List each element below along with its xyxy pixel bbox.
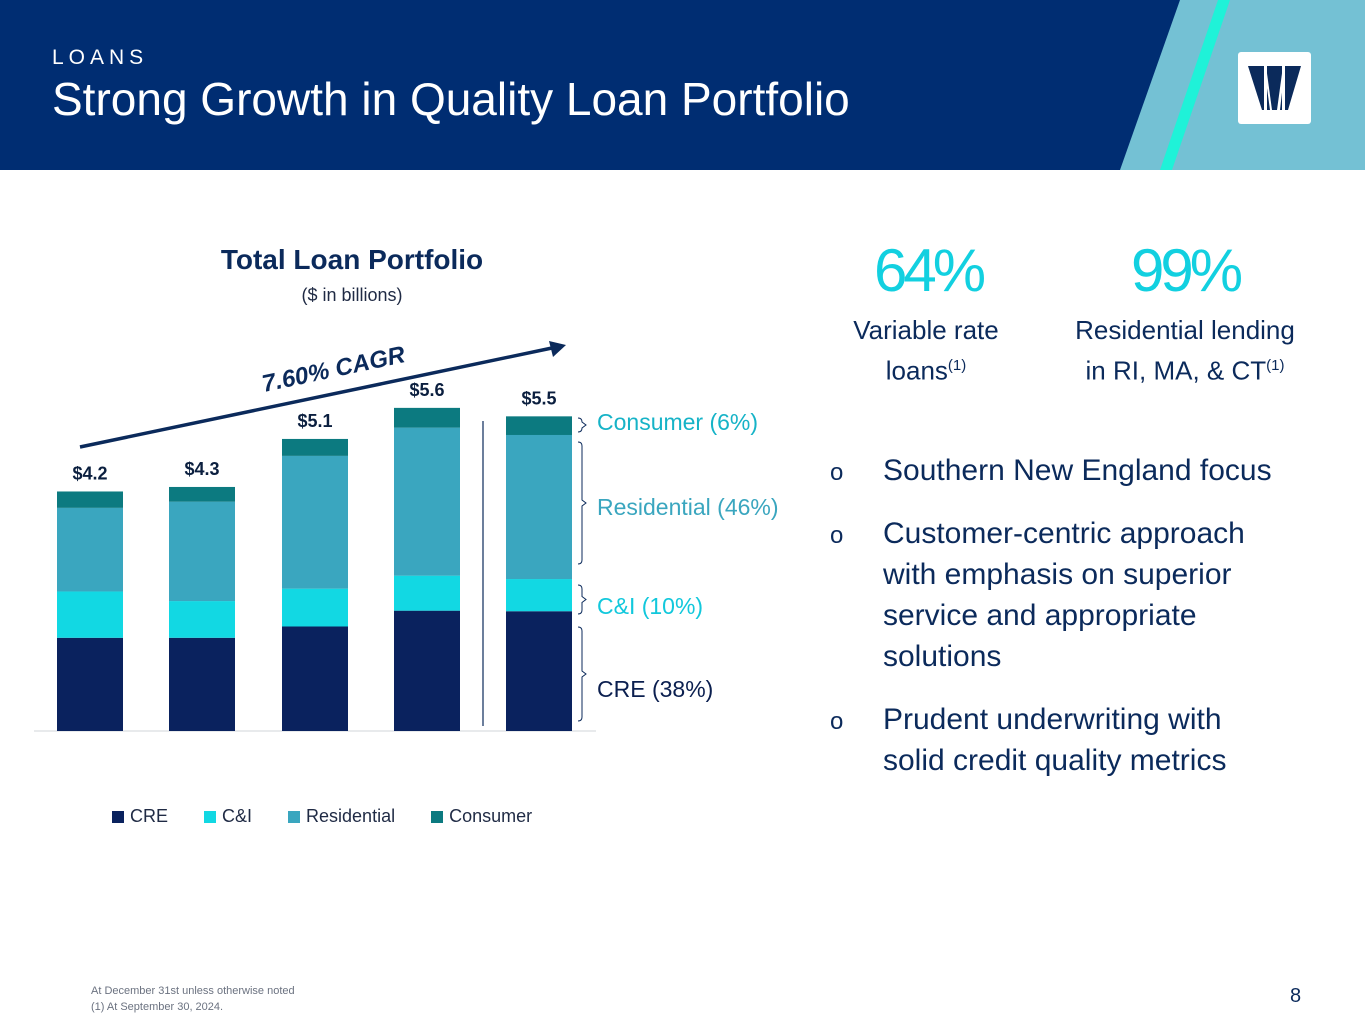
bullet-marker: o — [830, 459, 844, 486]
bar-ci-2023 — [394, 575, 460, 611]
stat-label-line2: in RI, MA, & CT — [1085, 355, 1267, 386]
bar-consumer-2021 — [169, 486, 235, 502]
segment-bracket — [577, 584, 587, 615]
footnote-ref: (1) — [1266, 357, 1285, 374]
segment-bracket — [577, 441, 587, 565]
bar-residential-2021 — [169, 501, 235, 602]
legend-label: C&I — [222, 806, 253, 826]
segment-bracket — [577, 417, 587, 433]
bullet-item: o Prudent underwriting with solid credit… — [830, 699, 1290, 781]
bar-ci-2020 — [57, 591, 123, 638]
bar-residential-2022 — [282, 455, 348, 589]
cagr-annotation: 7.60% CAGR — [260, 341, 408, 398]
stat-label-line1: Variable rate — [853, 315, 999, 345]
loan-portfolio-chart: $4.22020$4.32021$5.12022$5.62023$5.59/30… — [34, 341, 596, 732]
chart-subtitle: ($ in billions) — [301, 285, 403, 305]
bullet-item: o Southern New England focus — [830, 450, 1290, 491]
footnote-1: (1) At September 30, 2024. — [91, 1001, 224, 1013]
page-title: Strong Growth in Quality Loan Portfolio — [52, 73, 850, 125]
stat-label-variable-rate: Variable rate loans(1) — [826, 312, 1026, 389]
bar-cre-2022 — [282, 626, 348, 731]
bullet-list: o Southern New England focus o Customer-… — [830, 450, 1290, 803]
stat-label-residential-lending: Residential lending in RI, MA, & CT(1) — [1055, 312, 1315, 389]
bar-cre-2021 — [169, 637, 235, 731]
total-label: $4.2 — [72, 463, 107, 483]
chart-title: Total Loan Portfolio — [220, 244, 484, 275]
bar-ci-2022 — [282, 588, 348, 627]
bar-consumer-2020 — [57, 491, 123, 508]
section-eyebrow: LOANS — [52, 46, 149, 69]
segment-label-residential: Residential (46%) — [597, 494, 779, 520]
segment-label-ci: C&I (10%) — [597, 593, 704, 619]
stat-label-line2: loans — [885, 355, 948, 386]
bullet-text: Prudent underwriting with solid credit q… — [883, 703, 1227, 777]
total-label: $5.5 — [521, 388, 556, 408]
total-label: $4.3 — [184, 459, 219, 479]
footnote-basis: At December 31st unless otherwise noted — [91, 985, 295, 997]
bar-ci-2021 — [169, 601, 235, 638]
bar-consumer-2023 — [394, 407, 460, 428]
legend-label: Residential — [306, 806, 396, 826]
bar-residential-2020 — [57, 507, 123, 592]
legend-label: Consumer — [449, 806, 533, 826]
bar-residential-9-30-2024 — [506, 434, 572, 580]
legend-item: Consumer — [431, 806, 532, 827]
legend-item: CRE — [112, 806, 168, 827]
legend-item: C&I — [204, 806, 252, 827]
bar-cre-2023 — [394, 610, 460, 731]
legend-label: CRE — [130, 806, 169, 826]
total-label: $5.1 — [297, 411, 332, 431]
bullet-marker: o — [830, 708, 844, 735]
header-banner: LOANS Strong Growth in Quality Loan Port… — [0, 0, 1365, 170]
legend-swatch — [431, 810, 444, 823]
wa-w-logo-icon — [1238, 52, 1311, 124]
stat-label-line1: Residential lending — [1075, 315, 1295, 345]
page-number: 8 — [1290, 985, 1302, 1007]
segment-label-cre: CRE (38%) — [597, 676, 714, 702]
stat-value-variable-rate: 64% — [873, 237, 986, 304]
bar-cre-2020 — [57, 637, 123, 731]
bar-residential-2023 — [394, 427, 460, 576]
bar-ci-9-30-2024 — [506, 579, 572, 612]
segment-bracket — [577, 626, 587, 722]
bullet-item: o Customer-centric approach with emphasi… — [830, 513, 1290, 677]
bullet-text: Southern New England focus — [883, 454, 1272, 487]
cagr-arrow — [79, 341, 566, 449]
legend-swatch — [288, 810, 301, 823]
total-label: $5.6 — [409, 380, 444, 400]
legend-swatch — [204, 810, 217, 823]
bullet-marker: o — [830, 522, 844, 549]
bar-cre-9-30-2024 — [506, 611, 572, 731]
legend-item: Residential — [288, 806, 395, 827]
legend-swatch — [112, 810, 124, 823]
footnote-ref: (1) — [947, 357, 967, 374]
bullet-text: Customer-centric approach with emphasis … — [883, 517, 1245, 673]
chart-legend: CRE C&I Residential Consumer — [112, 806, 568, 827]
bar-consumer-9-30-2024 — [506, 416, 572, 435]
segment-label-consumer: Consumer (6%) — [597, 409, 759, 435]
bar-consumer-2022 — [282, 438, 348, 456]
stat-value-residential-lending: 99% — [1130, 237, 1243, 304]
